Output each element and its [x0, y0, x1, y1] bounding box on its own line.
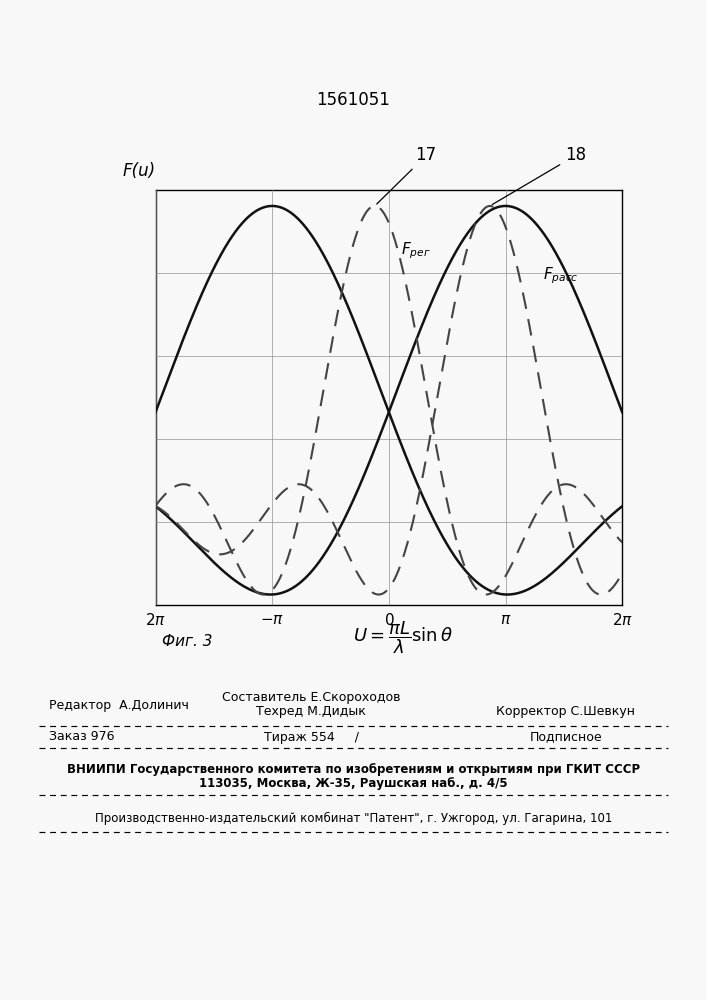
Text: Заказ 976: Заказ 976	[49, 730, 115, 744]
Text: F(u): F(u)	[122, 162, 156, 180]
Text: Тираж 554     /: Тираж 554 /	[264, 730, 358, 744]
Text: Производственно-издательский комбинат "Патент", г. Ужгород, ул. Гагарина, 101: Производственно-издательский комбинат "П…	[95, 811, 612, 825]
Text: $F_{расс}$: $F_{расс}$	[543, 266, 578, 286]
Text: Корректор С.Шевкун: Корректор С.Шевкун	[496, 706, 635, 718]
Text: 17: 17	[377, 146, 437, 204]
Text: 1561051: 1561051	[317, 91, 390, 109]
Text: Составитель Е.Скороходов: Составитель Е.Скороходов	[222, 690, 400, 704]
Text: 18: 18	[492, 146, 586, 205]
Text: 113035, Москва, Ж-35, Раушская наб., д. 4/5: 113035, Москва, Ж-35, Раушская наб., д. …	[199, 778, 508, 790]
Text: $F_{рег}$: $F_{рег}$	[400, 240, 431, 261]
Text: Фиг. 3: Фиг. 3	[162, 635, 213, 650]
Text: Редактор  А.Долинич: Редактор А.Долинич	[49, 698, 189, 712]
Text: ВНИИПИ Государственного комитета по изобретениям и открытиям при ГКИТ СССР: ВНИИПИ Государственного комитета по изоб…	[67, 764, 640, 776]
Text: Техред М.Дидык: Техред М.Дидык	[256, 706, 366, 718]
Text: Подписное: Подписное	[530, 730, 602, 744]
Text: $U = \dfrac{\pi L}{\lambda} \sin\theta$: $U = \dfrac{\pi L}{\lambda} \sin\theta$	[353, 620, 453, 656]
